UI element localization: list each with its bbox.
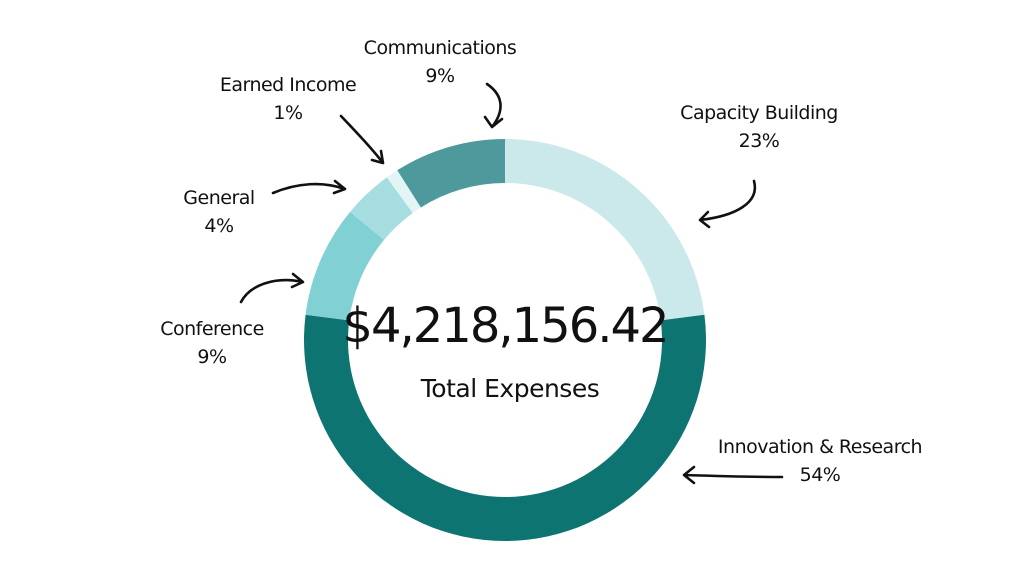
slice-general [350,177,413,240]
slice-label-general: General 4% [183,184,255,240]
donut-slices [303,139,706,541]
slice-conference [305,211,385,321]
slice-name: General [183,187,255,209]
arrow-conference [239,272,305,304]
slice-innovation-research [303,314,706,541]
slice-label-innovation-research: Innovation & Research 54% [717,433,923,489]
slice-communications [397,139,505,208]
total-expenses-label: Total Expenses [420,374,600,403]
arrow-general [271,179,347,195]
arrow-communications [483,82,504,129]
slice-percent: 23% [738,130,780,152]
slice-percent: 4% [204,215,234,237]
slice-label-earned-income: Earned Income 1% [219,71,357,127]
slice-percent: 9% [197,346,227,368]
slice-name: Conference [160,318,264,340]
arrow-capacity-building [698,179,757,229]
slice-label-communications: Communications 9% [364,34,517,90]
slice-name: Communications [363,37,517,59]
total-expenses-value: $4,218,156.42 [342,298,669,354]
slice-label-conference: Conference 9% [160,315,264,371]
slice-name: Innovation & Research [717,436,923,458]
arrow-earned-income [339,114,385,165]
slice-capacity-building [505,139,705,321]
slice-name: Earned Income [219,74,357,96]
arrow-innovation-research [682,465,784,485]
slice-name: Capacity Building [680,102,838,124]
slice-label-capacity-building: Capacity Building 23% [680,99,838,155]
slice-earned-income [386,170,421,213]
annotation-arrows [239,82,784,485]
slice-percent: 54% [799,464,841,486]
slice-percent: 1% [273,102,303,124]
slice-percent: 9% [425,65,455,87]
